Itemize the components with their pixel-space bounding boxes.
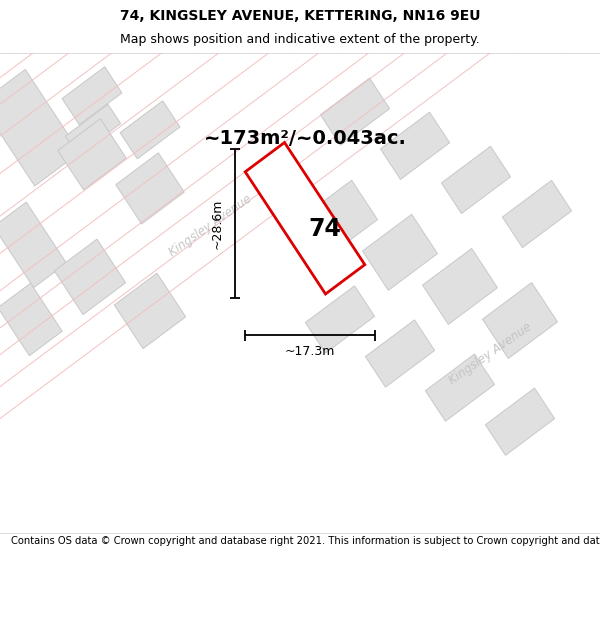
Polygon shape xyxy=(58,119,126,190)
Polygon shape xyxy=(362,214,437,290)
Polygon shape xyxy=(245,142,365,294)
Polygon shape xyxy=(62,67,122,125)
Polygon shape xyxy=(0,283,62,356)
Polygon shape xyxy=(485,388,554,456)
Polygon shape xyxy=(0,69,80,186)
Polygon shape xyxy=(305,286,374,353)
Text: Contains OS data © Crown copyright and database right 2021. This information is : Contains OS data © Crown copyright and d… xyxy=(11,536,600,546)
Text: Kingsley Avenue: Kingsley Avenue xyxy=(446,320,534,387)
Polygon shape xyxy=(502,181,572,248)
Polygon shape xyxy=(442,146,511,214)
Text: Map shows position and indicative extent of the property.: Map shows position and indicative extent… xyxy=(120,33,480,46)
Polygon shape xyxy=(320,78,389,146)
Polygon shape xyxy=(365,320,434,387)
Text: ~173m²/~0.043ac.: ~173m²/~0.043ac. xyxy=(203,129,406,148)
Text: 74, KINGSLEY AVENUE, KETTERING, NN16 9EU: 74, KINGSLEY AVENUE, KETTERING, NN16 9EU xyxy=(120,9,480,23)
Text: 74: 74 xyxy=(308,217,341,241)
Polygon shape xyxy=(425,354,494,421)
Polygon shape xyxy=(115,273,185,349)
Polygon shape xyxy=(55,239,125,314)
Text: ~17.3m: ~17.3m xyxy=(285,345,335,358)
Polygon shape xyxy=(302,180,377,256)
Polygon shape xyxy=(116,153,184,224)
Polygon shape xyxy=(120,101,180,159)
Polygon shape xyxy=(0,202,67,288)
Text: Kingsley Avenue: Kingsley Avenue xyxy=(166,192,254,259)
Polygon shape xyxy=(65,104,121,155)
Polygon shape xyxy=(380,112,449,179)
Text: ~28.6m: ~28.6m xyxy=(211,198,223,249)
Polygon shape xyxy=(422,249,497,324)
Polygon shape xyxy=(482,282,557,359)
